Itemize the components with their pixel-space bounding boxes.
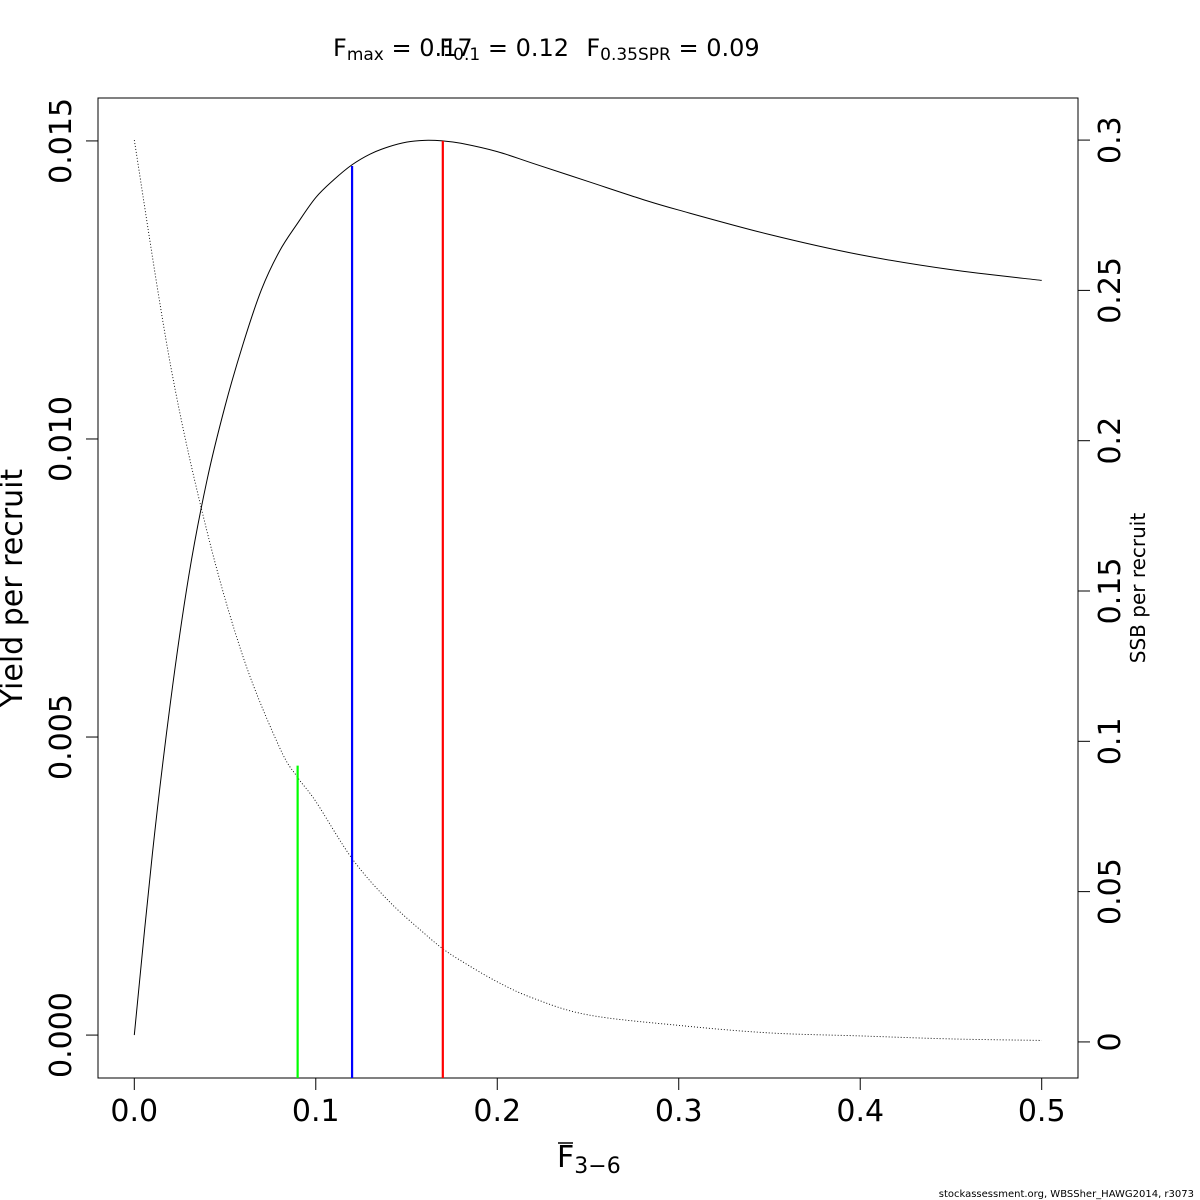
y2-tick-label: 0.25 — [1093, 257, 1128, 324]
x-tick-label: 0.3 — [655, 1094, 703, 1129]
y2-tick-label: 0.3 — [1093, 116, 1128, 164]
y2-axis-label: SSB per recruit — [1126, 513, 1150, 664]
reference-lines — [296, 140, 444, 1078]
chart-title: Fmax = 0.17 F0.1 = 0.12 F0.35SPR = 0.09 — [333, 34, 760, 65]
series-layer — [133, 139, 1042, 1041]
fspr-label-base: F — [586, 34, 600, 62]
y2-tick-label: 0 — [1093, 1032, 1128, 1051]
y2-tick-label: 0.15 — [1093, 558, 1128, 625]
y-tick-label: 0.010 — [44, 396, 79, 482]
y-axis-left: 0.000 0.005 0.010 0.015 — [44, 98, 99, 1078]
x-axis-label-base: F — [557, 1140, 574, 1175]
fspr-label-value: = 0.09 — [671, 34, 760, 62]
yield-per-recruit-line — [133, 139, 1042, 1036]
y-axis-label: Yield per recruit — [0, 469, 30, 709]
ssb-per-recruit-line — [133, 140, 1042, 1041]
f01-label-base: F — [439, 34, 453, 62]
y-axis-right: 0 0.05 0.1 0.15 0.2 0.25 0.3 — [1077, 116, 1128, 1051]
y-tick-label: 0.015 — [44, 98, 79, 184]
x-tick-label: 0.0 — [110, 1094, 158, 1129]
x-tick-label: 0.5 — [1018, 1094, 1066, 1129]
x-axis-label-sub: 3−6 — [574, 1154, 620, 1179]
x-tick-label: 0.1 — [292, 1094, 340, 1129]
f01-label-value: = 0.12 — [480, 34, 569, 62]
fmax-label-sub: max — [347, 45, 384, 65]
x-tick-label: 0.4 — [836, 1094, 884, 1129]
y2-tick-label: 0.1 — [1093, 717, 1128, 765]
x-axis: 0.0 0.1 0.2 0.3 0.4 0.5 — [110, 1077, 1066, 1129]
y2-tick-label: 0.05 — [1093, 858, 1128, 925]
footer-credit: stockassessment.org, WBSSher_HAWG2014, r… — [939, 1189, 1194, 1200]
plot-frame — [97, 97, 1079, 1079]
y-tick-label: 0.005 — [44, 694, 79, 780]
fmax-label-value: = 0.17 — [384, 34, 473, 62]
x-tick-label: 0.2 — [473, 1094, 521, 1129]
x-axis-label: F3−6 — [557, 1140, 621, 1179]
y-tick-label: 0.000 — [44, 992, 79, 1078]
fmax-label-base: F — [333, 34, 347, 62]
fspr-label-sub: 0.35SPR — [600, 45, 671, 65]
y2-tick-label: 0.2 — [1093, 417, 1128, 465]
f01-label-sub: 0.1 — [453, 45, 480, 65]
